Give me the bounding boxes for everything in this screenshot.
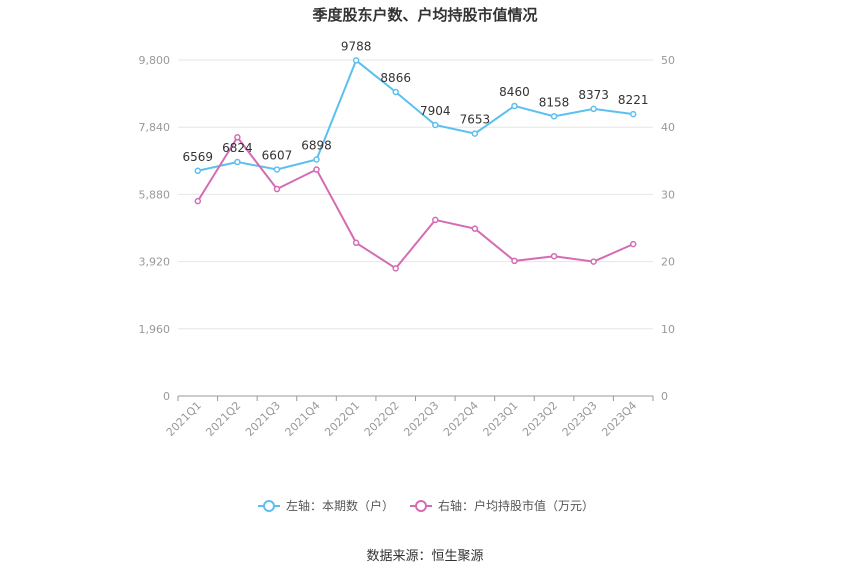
right-tick-label: 50 xyxy=(661,54,675,67)
left-tick-label: 1,960 xyxy=(139,323,171,336)
right-tick-label: 0 xyxy=(661,390,668,403)
data-point xyxy=(590,258,597,265)
x-tick-label: 2022Q4 xyxy=(441,399,481,439)
legend-marker xyxy=(263,500,275,512)
data-point xyxy=(629,240,637,248)
left-tick-label: 5,880 xyxy=(139,188,171,201)
data-point xyxy=(313,156,320,163)
data-label: 8373 xyxy=(578,88,609,102)
data-label: 6607 xyxy=(262,148,293,162)
x-tick-label: 2022Q3 xyxy=(401,399,441,439)
left-tick-label: 3,920 xyxy=(139,256,171,269)
data-point xyxy=(194,197,202,205)
source-note: 数据来源：恒生聚源 xyxy=(366,549,483,564)
x-tick-label: 2021Q2 xyxy=(203,399,243,439)
data-label: 7653 xyxy=(460,113,491,127)
left-tick-label: 0 xyxy=(163,390,170,403)
legend: 左轴：本期数（户） 右轴：户均持股市值（万元） xyxy=(258,498,594,513)
legend-marker xyxy=(415,500,427,512)
data-label: 8460 xyxy=(499,85,530,99)
data-point xyxy=(550,252,558,260)
x-axis: 2021Q1 2021Q2 2021Q3 2021Q4 2022Q1 2022Q2 2022… xyxy=(164,396,654,439)
right-tick-label: 40 xyxy=(661,121,675,134)
x-tick-label: 2023Q2 xyxy=(520,399,560,439)
data-point xyxy=(313,166,320,173)
data-point xyxy=(392,265,399,272)
x-tick-label: 2023Q1 xyxy=(481,399,521,439)
x-tick-label: 2021Q3 xyxy=(243,399,283,439)
data-label: 8221 xyxy=(618,93,649,107)
chart-title: 季度股东户数、户均持股市值情况 xyxy=(312,6,537,24)
data-point xyxy=(273,166,281,173)
data-point xyxy=(352,57,360,64)
data-point xyxy=(550,113,558,120)
x-tick-label: 2021Q1 xyxy=(164,399,204,439)
data-point xyxy=(511,102,518,110)
data-point xyxy=(234,134,241,141)
data-point xyxy=(234,158,241,166)
right-tick-label: 30 xyxy=(661,188,675,201)
data-label: 6569 xyxy=(183,150,214,164)
x-tick-label: 2021Q4 xyxy=(283,399,323,439)
data-label: 6824 xyxy=(222,141,253,155)
legend-label: 右轴：户均持股市值（万元） xyxy=(438,498,594,513)
left-axis: 0 1,960 3,920 5,880 7,840 9,800 xyxy=(139,54,171,403)
data-point xyxy=(352,239,360,247)
data-label: 9788 xyxy=(341,39,372,53)
x-tick-label: 2022Q2 xyxy=(362,399,402,439)
right-axis: 0 10 20 30 40 50 xyxy=(661,54,675,403)
data-point xyxy=(392,88,399,96)
data-label: 8158 xyxy=(539,95,570,109)
data-point xyxy=(471,130,479,137)
left-tick-label: 9,800 xyxy=(139,54,171,67)
x-tick-label: 2023Q4 xyxy=(599,399,639,439)
x-tick-label: 2022Q1 xyxy=(322,399,362,439)
data-point xyxy=(511,257,518,265)
series-line xyxy=(196,135,634,270)
data-point xyxy=(432,121,439,129)
data-point xyxy=(590,105,597,113)
data-point xyxy=(629,110,637,118)
data-label: 7904 xyxy=(420,104,451,118)
legend-label: 左轴：本期数（户） xyxy=(286,498,394,513)
right-tick-label: 20 xyxy=(661,256,675,269)
data-point xyxy=(432,216,439,224)
data-point xyxy=(194,167,202,175)
data-label: 8866 xyxy=(380,71,411,85)
right-tick-label: 10 xyxy=(661,323,675,336)
series-group: 6569 6824 6607 6898 9788 8866 7904 7653 8460 8158… xyxy=(183,39,649,272)
data-point xyxy=(471,225,479,232)
series-line xyxy=(197,58,634,172)
left-tick-label: 7,840 xyxy=(139,121,171,134)
data-label: 6898 xyxy=(301,138,332,152)
x-tick-label: 2023Q3 xyxy=(560,399,600,439)
data-point xyxy=(273,185,281,193)
